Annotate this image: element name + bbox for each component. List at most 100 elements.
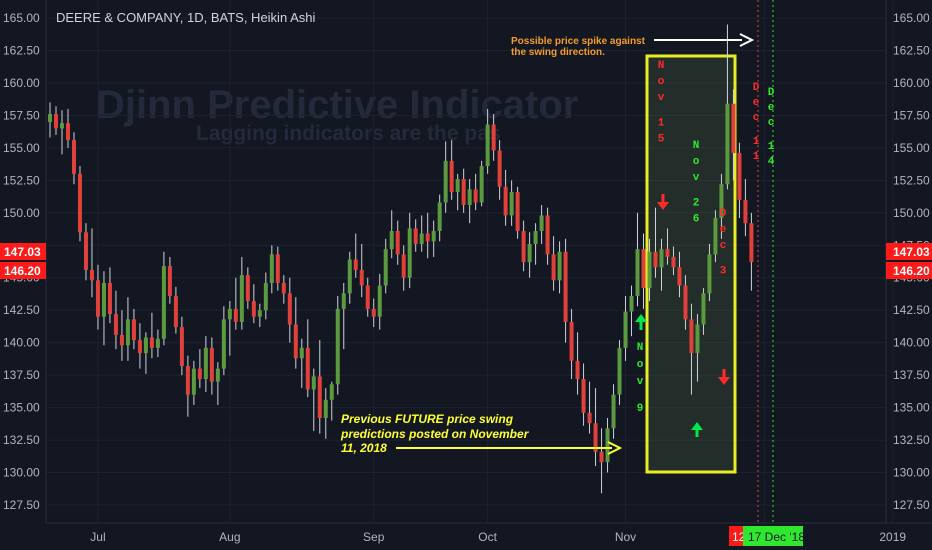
candle bbox=[323, 388, 328, 439]
label-char: 1 bbox=[768, 141, 775, 153]
svg-text:12: 12 bbox=[732, 530, 746, 544]
candle-body bbox=[605, 428, 610, 463]
candle-body bbox=[383, 249, 388, 286]
label-char: 5 bbox=[658, 134, 665, 146]
candle bbox=[491, 114, 496, 161]
candle-body bbox=[299, 347, 304, 359]
candle bbox=[293, 297, 298, 369]
candle bbox=[317, 340, 322, 434]
svg-text:147.03: 147.03 bbox=[893, 245, 930, 259]
candle-body bbox=[377, 285, 382, 317]
candle bbox=[48, 102, 52, 138]
label-char: 1 bbox=[753, 151, 760, 163]
candle-body bbox=[677, 267, 682, 286]
candle bbox=[65, 108, 70, 148]
candle bbox=[413, 219, 418, 252]
y-tick-right-155.00: 155.00 bbox=[893, 141, 930, 155]
date-tag-green: 17 Dec '18 bbox=[743, 526, 805, 546]
chart-title: DEERE & COMPANY, 1D, BATS, Heikin Ashi bbox=[56, 10, 315, 25]
candle bbox=[515, 186, 520, 239]
candle-body bbox=[611, 394, 616, 429]
candle-body bbox=[71, 140, 76, 174]
x-tick-Jul: Jul bbox=[90, 530, 105, 544]
candle bbox=[143, 332, 148, 374]
candle-body bbox=[725, 103, 730, 185]
candle bbox=[443, 141, 448, 213]
price-tag-right-2: 146.20 bbox=[886, 262, 932, 279]
y-tick-left-157.50: 157.50 bbox=[3, 108, 40, 122]
candle-body bbox=[659, 249, 664, 268]
candle bbox=[281, 275, 286, 304]
candle-body bbox=[167, 266, 172, 296]
candle-body bbox=[203, 347, 208, 380]
candle-body bbox=[227, 308, 232, 320]
y-tick-left-130.00: 130.00 bbox=[3, 466, 40, 480]
candle bbox=[719, 173, 724, 239]
candle-body bbox=[53, 114, 58, 129]
candle-body bbox=[197, 368, 202, 380]
label-char: 9 bbox=[637, 403, 644, 415]
candle-body bbox=[179, 327, 184, 367]
candle bbox=[209, 337, 214, 395]
candle bbox=[737, 142, 742, 218]
svg-text:17 Dec '18: 17 Dec '18 bbox=[748, 530, 805, 544]
candle bbox=[629, 285, 634, 337]
y-tick-right-132.50: 132.50 bbox=[893, 433, 930, 447]
prev-note-line1: Previous FUTURE price swing bbox=[341, 412, 514, 426]
candle bbox=[545, 207, 550, 265]
candle-body bbox=[563, 251, 568, 322]
candle-body bbox=[599, 451, 604, 463]
candle bbox=[167, 256, 172, 304]
candle bbox=[539, 205, 544, 244]
candle bbox=[533, 223, 538, 265]
watermark-line2: Lagging indicators are the pas bbox=[196, 122, 501, 145]
candle-body bbox=[713, 217, 718, 255]
candle-body bbox=[347, 259, 352, 294]
y-tick-right-160.00: 160.00 bbox=[893, 76, 930, 90]
candle-body bbox=[323, 399, 328, 418]
y-tick-left-150.00: 150.00 bbox=[3, 206, 40, 220]
spike-note-line1: Possible price spike against bbox=[511, 36, 646, 47]
candle bbox=[137, 323, 142, 369]
candle bbox=[161, 251, 166, 346]
label-char: o bbox=[693, 156, 700, 168]
price-tag-left-1: 147.03 bbox=[0, 243, 46, 260]
candle bbox=[731, 89, 736, 181]
label-char: 1 bbox=[753, 136, 760, 148]
candle-body bbox=[119, 334, 124, 346]
candle-body bbox=[305, 347, 310, 390]
candle-body bbox=[59, 123, 64, 129]
candle-body bbox=[593, 423, 598, 452]
y-tick-left-160.00: 160.00 bbox=[3, 76, 40, 90]
candle bbox=[749, 212, 754, 291]
candle-body bbox=[143, 337, 148, 354]
candle bbox=[95, 264, 100, 330]
candle bbox=[125, 297, 130, 361]
candle bbox=[581, 363, 586, 426]
x-tick-Aug: Aug bbox=[219, 530, 240, 544]
candle-body bbox=[479, 166, 484, 203]
candle bbox=[401, 245, 406, 291]
label-dec-14: Dec 1 4 bbox=[768, 87, 775, 168]
candle bbox=[59, 110, 64, 155]
candle bbox=[701, 288, 706, 335]
candle-body bbox=[425, 233, 430, 242]
spike-arrow bbox=[654, 33, 755, 47]
candle bbox=[407, 212, 412, 289]
prev-note-line3: 11, 2018 bbox=[341, 441, 387, 455]
candle-body bbox=[101, 282, 106, 317]
candle-body bbox=[221, 319, 226, 369]
candle bbox=[449, 140, 454, 200]
candle-body bbox=[413, 228, 418, 244]
label-char: 1 bbox=[658, 118, 665, 130]
candle bbox=[347, 251, 352, 304]
candle-body bbox=[89, 269, 94, 281]
candle-body bbox=[251, 301, 256, 317]
candle bbox=[509, 180, 514, 226]
x-tick-Oct: Oct bbox=[478, 530, 497, 544]
candle bbox=[431, 220, 436, 257]
candle-body bbox=[497, 150, 502, 187]
candle bbox=[605, 417, 610, 473]
candle bbox=[485, 108, 490, 174]
